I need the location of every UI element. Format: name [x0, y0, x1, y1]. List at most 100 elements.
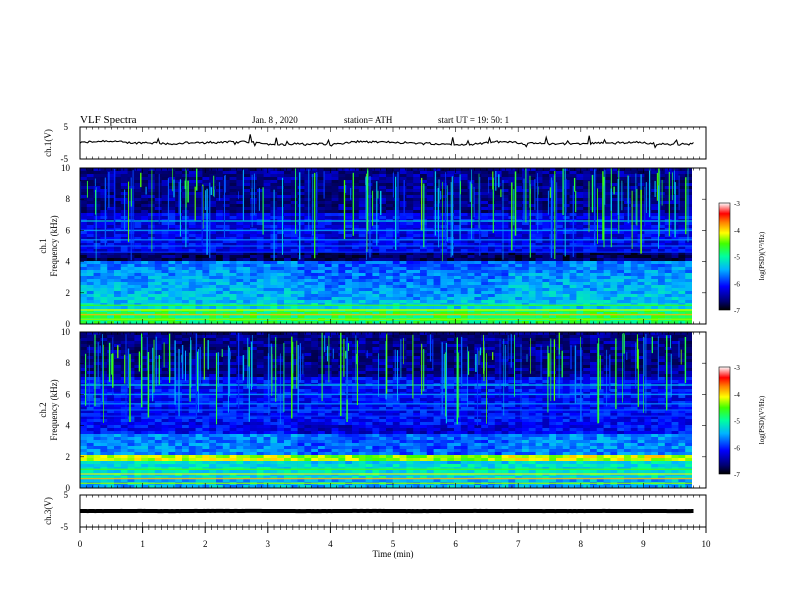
- spectrogram-cell: [154, 177, 162, 181]
- spectrogram-cell: [182, 285, 190, 289]
- spectrogram-cell: [236, 321, 244, 324]
- spectrogram-cell: [474, 195, 482, 199]
- spectrogram-cell: [528, 222, 536, 226]
- spectrogram-cell: [522, 282, 530, 286]
- spectrogram-cell: [161, 174, 169, 178]
- spectrogram-cell: [515, 204, 523, 208]
- spectrogram-cell: [120, 270, 128, 274]
- spectrogram-cell: [270, 300, 278, 304]
- spectrogram-cell: [209, 183, 217, 187]
- spectrogram-cell: [596, 258, 604, 262]
- spectrogram-cell: [80, 189, 88, 193]
- spectrogram-cell: [290, 192, 298, 196]
- spectrogram-cell: [603, 195, 611, 199]
- spectrogram-cell: [127, 312, 135, 316]
- spectrogram-cell: [134, 306, 142, 310]
- spectrogram-cell: [345, 261, 353, 265]
- spectrogram-cell: [304, 207, 312, 211]
- spectrogram-cell: [630, 261, 638, 265]
- spectrogram-cell: [93, 237, 101, 241]
- spectrogram-cell: [549, 243, 557, 247]
- spectrogram-cell: [576, 288, 584, 292]
- spectrogram-cell: [338, 195, 346, 199]
- spectrogram-cell: [644, 270, 652, 274]
- spectrogram-cell: [508, 297, 516, 301]
- spectrogram-cell: [433, 213, 441, 217]
- spectrogram-cell: [454, 294, 462, 298]
- spectrogram-cell: [107, 204, 115, 208]
- spectrogram-cell: [311, 291, 319, 295]
- spectrogram-cell: [576, 291, 584, 295]
- spectrogram-cell: [352, 252, 360, 256]
- spectrogram-cell: [148, 285, 156, 289]
- spectrogram-cell: [535, 249, 543, 253]
- spectrogram-cell: [562, 222, 570, 226]
- spectrogram-cell: [209, 225, 217, 229]
- spectrogram-cell: [338, 204, 346, 208]
- spectrogram-cell: [352, 177, 360, 181]
- spectrogram-cell: [460, 189, 468, 193]
- spectrogram-cell: [433, 306, 441, 310]
- spectrogram-cell: [222, 264, 230, 268]
- spectrogram-cell: [86, 210, 94, 214]
- spectrogram-cell: [515, 207, 523, 211]
- spectrogram-cell: [603, 201, 611, 205]
- spectrogram-cell: [318, 246, 326, 250]
- spectrogram-cell: [161, 273, 169, 277]
- spectrogram-cell: [460, 231, 468, 235]
- spectrogram-cell: [188, 294, 196, 298]
- spectrogram-cell: [358, 189, 366, 193]
- spectrogram-cell: [154, 204, 162, 208]
- spectrogram-cell: [352, 243, 360, 247]
- spectrogram-cell: [678, 195, 686, 199]
- spectrogram-cell: [141, 240, 149, 244]
- spectrogram-cell: [161, 243, 169, 247]
- spectrogram-cell: [685, 207, 692, 211]
- spectrogram-cell: [413, 192, 421, 196]
- spectrogram-cell: [603, 213, 611, 217]
- spectrogram-cell: [494, 186, 502, 190]
- spectrogram-cell: [209, 177, 217, 181]
- spectrogram-cell: [488, 321, 496, 324]
- spectrogram-cell: [556, 312, 564, 316]
- spectrogram-cell: [372, 267, 380, 271]
- spectrogram-cell: [216, 270, 224, 274]
- spectrogram-cell: [488, 282, 496, 286]
- spectrogram-cell: [148, 306, 156, 310]
- spectrogram-cell: [290, 255, 298, 259]
- spectrogram-cell: [86, 222, 94, 226]
- spectrogram-cell: [107, 213, 115, 217]
- spectrogram-cell: [460, 183, 468, 187]
- spectrogram-cell: [284, 207, 292, 211]
- spectrogram-cell: [460, 225, 468, 229]
- spectrogram-cell: [542, 267, 550, 271]
- spectrogram-cell: [352, 189, 360, 193]
- spectrogram-cell: [392, 222, 400, 226]
- spectrogram-cell: [508, 312, 516, 316]
- spectrogram-cell: [460, 237, 468, 241]
- spectrogram-cell: [229, 291, 237, 295]
- spectrogram-cell: [304, 267, 312, 271]
- spectrogram-cell: [603, 267, 611, 271]
- spectrogram-cell: [93, 291, 101, 295]
- spectrogram-cell: [685, 291, 692, 295]
- spectrogram-cell: [345, 174, 353, 178]
- spectrogram-cell: [413, 294, 421, 298]
- spectrogram-cell: [685, 237, 692, 241]
- spectrogram-cell: [243, 264, 251, 268]
- spectrogram-cell: [243, 291, 251, 295]
- spectrogram-cell: [365, 186, 373, 190]
- spectrogram-cell: [454, 261, 462, 265]
- spectrogram-cell: [161, 225, 169, 229]
- spectrogram-cell: [624, 297, 632, 301]
- spectrogram-cell: [263, 285, 271, 289]
- spectrogram-cell: [440, 171, 448, 175]
- spectrogram-cell: [86, 267, 94, 271]
- spectrogram-cell: [678, 231, 686, 235]
- spectrogram-cell: [556, 267, 564, 271]
- spectrogram-cell: [263, 246, 271, 250]
- spectrogram-cell: [372, 297, 380, 301]
- spectrogram-cell: [556, 237, 564, 241]
- spectrogram-cell: [100, 285, 108, 289]
- spectrogram-cell: [250, 291, 258, 295]
